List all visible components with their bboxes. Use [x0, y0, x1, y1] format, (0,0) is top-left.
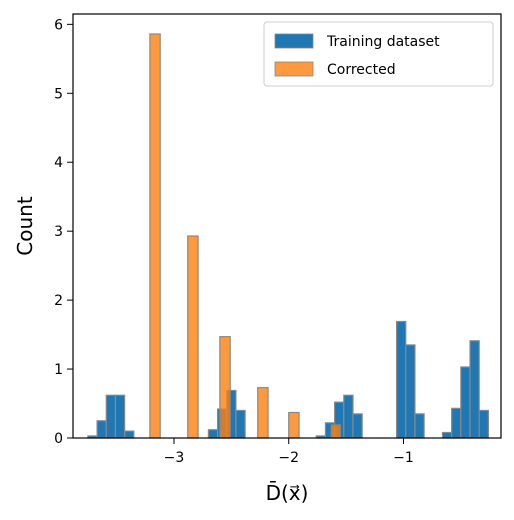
training-bar-20: [469, 340, 480, 439]
y-tick-label-0: 0: [54, 431, 63, 447]
training-bar-12: [343, 394, 354, 439]
training-bar-1: [96, 420, 107, 439]
training-bar-3: [114, 394, 126, 439]
legend: Training dataset Corrected: [263, 21, 494, 87]
training-bar-4: [124, 430, 135, 439]
x-tick-label-1: −2: [278, 450, 299, 466]
corrected-bar-3: [257, 387, 269, 439]
training-bar-13: [352, 413, 363, 439]
y-axis: 0 1 2 3 4 5 6: [54, 17, 73, 447]
training-bar-14: [395, 320, 407, 439]
plot-frame: [72, 13, 502, 439]
training-bar-8: [235, 409, 246, 439]
y-axis-title: Count: [13, 196, 37, 256]
y-tick-label-5: 5: [54, 86, 63, 102]
training-bar-19: [460, 366, 471, 439]
y-tick-label-4: 4: [54, 155, 63, 171]
corrected-bar-4: [288, 411, 300, 439]
corrected-bar-0: [149, 33, 161, 439]
training-bar-18: [451, 407, 462, 439]
training-bar-21: [478, 409, 489, 439]
y-tick-label-6: 6: [54, 17, 63, 33]
training-bar-15: [405, 344, 416, 439]
training-bar-16: [414, 413, 425, 439]
x-axis-title: D̄(x⃗): [266, 480, 309, 505]
training-bar-2: [105, 394, 117, 439]
plot-bars: [87, 33, 489, 439]
training-bar-17: [441, 431, 453, 439]
legend-swatch-training: [274, 33, 314, 49]
y-tick-label-2: 2: [54, 293, 63, 309]
x-tick-label-0: −3: [164, 450, 185, 466]
legend-label-training: Training dataset: [326, 34, 440, 50]
x-axis: −3 −2 −1: [164, 438, 414, 466]
y-tick-label-1: 1: [54, 362, 63, 378]
training-bar-5: [207, 429, 219, 439]
x-tick-label-2: −1: [393, 450, 414, 466]
legend-box: [263, 21, 494, 87]
y-tick-label-3: 3: [54, 224, 63, 240]
corrected-bar-1: [187, 235, 199, 439]
legend-swatch-corrected: [274, 61, 314, 77]
corrected-bar-5: [330, 424, 341, 439]
legend-label-corrected: Corrected: [327, 62, 396, 78]
corrected-bar-2: [219, 336, 231, 439]
